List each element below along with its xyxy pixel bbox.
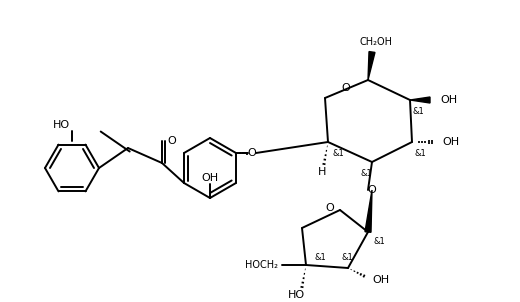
Text: O: O bbox=[342, 83, 350, 93]
Text: O: O bbox=[326, 203, 334, 213]
Text: OH: OH bbox=[201, 173, 218, 183]
Polygon shape bbox=[365, 190, 372, 232]
Text: &1: &1 bbox=[412, 108, 424, 117]
Text: HOCH₂: HOCH₂ bbox=[245, 260, 278, 270]
Text: &1: &1 bbox=[341, 253, 353, 262]
Text: O: O bbox=[368, 185, 376, 195]
Text: &1: &1 bbox=[414, 149, 426, 159]
Text: CH₂OH: CH₂OH bbox=[359, 37, 393, 47]
Polygon shape bbox=[368, 52, 375, 80]
Polygon shape bbox=[410, 97, 430, 103]
Text: OH: OH bbox=[372, 275, 389, 285]
Text: &1: &1 bbox=[374, 237, 386, 246]
Text: OH: OH bbox=[442, 137, 459, 147]
Text: &1: &1 bbox=[332, 149, 344, 159]
Text: O: O bbox=[167, 136, 176, 146]
Text: H: H bbox=[318, 167, 326, 177]
Text: O: O bbox=[248, 148, 256, 158]
Text: OH: OH bbox=[440, 95, 457, 105]
Text: &1: &1 bbox=[360, 169, 372, 178]
Text: &1: &1 bbox=[314, 252, 326, 262]
Text: HO: HO bbox=[53, 120, 70, 130]
Text: HO: HO bbox=[288, 290, 305, 300]
